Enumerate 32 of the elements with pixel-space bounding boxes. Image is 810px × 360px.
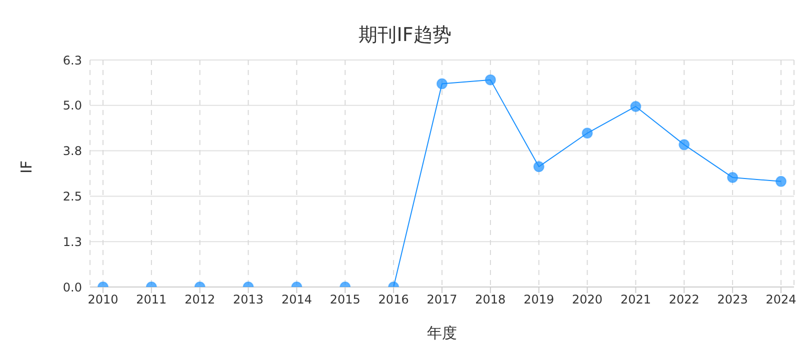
x-tick-label: 2022: [668, 292, 700, 307]
chart-title: 期刊IF趋势: [358, 23, 452, 48]
y-tick-label: 5.0: [62, 98, 82, 113]
y-tick-label: 0.0: [62, 280, 82, 294]
x-tick-label: 2013: [233, 292, 264, 307]
y-axis-title: IF: [17, 160, 36, 174]
y-tick-label: 2.5: [62, 189, 82, 204]
x-tick-label: 2024: [766, 292, 796, 307]
x-tick-label: 2019: [524, 292, 554, 307]
x-tick-label: 2017: [426, 292, 458, 307]
point: [582, 128, 593, 139]
point: [484, 74, 496, 86]
x-tick-label: 2021: [620, 292, 651, 307]
x-tick-label: 2020: [572, 292, 603, 307]
point: [727, 172, 738, 183]
x-tick-label: 2011: [136, 292, 167, 307]
x-axis-title: 年度: [427, 324, 457, 342]
x-tick-label: 2018: [475, 292, 506, 307]
point: [436, 78, 448, 90]
x-tick-label: 2015: [330, 292, 360, 307]
point: [533, 161, 544, 172]
x-tick-label: 2010: [88, 292, 118, 307]
y-tick-label: 3.8: [62, 144, 82, 158]
y-tick-label: 6.3: [62, 53, 82, 68]
point: [678, 139, 690, 150]
point: [776, 176, 786, 187]
x-tick-label: 2016: [378, 292, 409, 307]
point: [630, 100, 642, 112]
x-tick-label: 2012: [184, 292, 216, 307]
y-tick-label: 1.3: [62, 234, 82, 249]
x-tick-label: 2023: [717, 292, 748, 307]
x-tick-label: 2014: [281, 292, 312, 307]
